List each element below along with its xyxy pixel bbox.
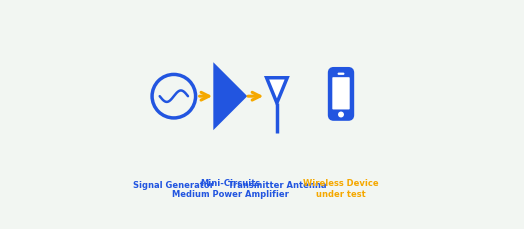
Text: Mini-Circuits
Medium Power Amplifier: Mini-Circuits Medium Power Amplifier bbox=[171, 179, 288, 199]
Polygon shape bbox=[267, 78, 287, 103]
Text: Signal Generator: Signal Generator bbox=[134, 181, 214, 190]
Polygon shape bbox=[215, 66, 245, 126]
Circle shape bbox=[338, 112, 344, 117]
Text: Transmitter Antenna: Transmitter Antenna bbox=[227, 181, 326, 190]
FancyBboxPatch shape bbox=[330, 69, 353, 119]
FancyBboxPatch shape bbox=[332, 77, 350, 109]
FancyBboxPatch shape bbox=[337, 73, 344, 75]
Text: Wireless Device
under test: Wireless Device under test bbox=[303, 179, 379, 199]
